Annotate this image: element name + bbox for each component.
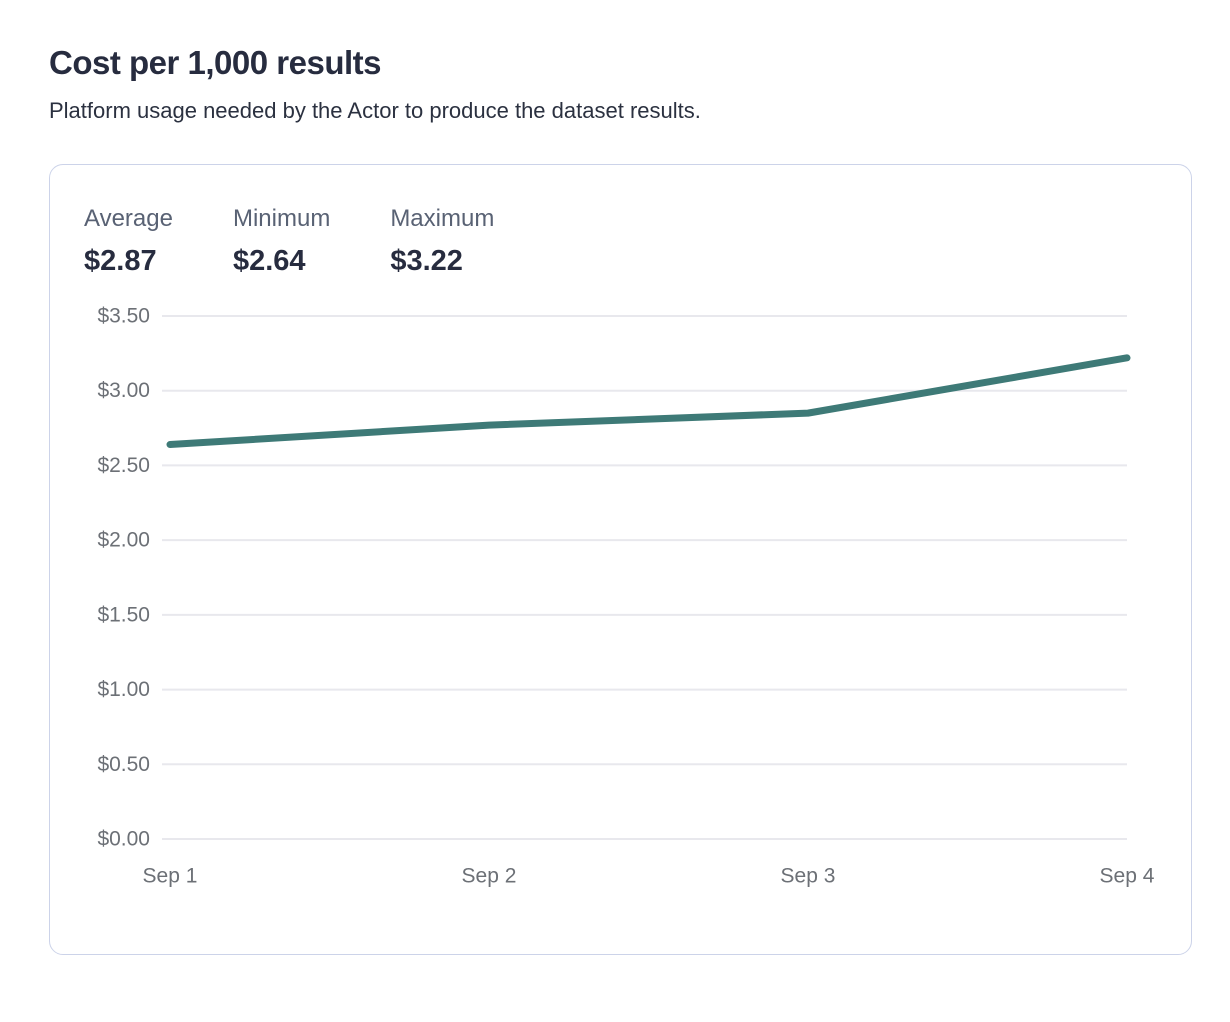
page-subtitle: Platform usage needed by the Actor to pr… xyxy=(49,98,701,123)
y-axis-tick-label: $0.50 xyxy=(97,753,150,776)
y-axis-tick-label: $0.00 xyxy=(97,828,150,851)
cost-series-line xyxy=(166,354,1131,449)
cost-line-chart: $3.50 $3.00 $2.50 $2.00 $1.50 $1.00 $0.50 $0.00… xyxy=(84,296,1158,896)
stat-average: Average $2.87 xyxy=(84,205,173,278)
stats-row: Average $2.87 Minimum $2.64 Maximum $3.2… xyxy=(84,205,1157,278)
y-axis-tick-label: $1.00 xyxy=(97,678,150,701)
stat-maximum: Maximum $3.22 xyxy=(390,205,494,278)
stat-maximum-label: Maximum xyxy=(390,205,495,232)
x-axis-tick-label: Sep 4 xyxy=(1100,865,1155,888)
stat-average-value: $2.87 xyxy=(84,245,157,277)
y-axis-tick-label: $3.00 xyxy=(97,379,150,402)
line-chart-svg: $3.50 $3.00 $2.50 $2.00 $1.50 $1.00 $0.50 $0.00… xyxy=(97,305,1155,888)
y-axis-tick-label: $3.50 xyxy=(97,305,150,328)
x-axis-tick-label: Sep 3 xyxy=(781,865,836,888)
x-axis-tick-label: Sep 1 xyxy=(143,865,198,888)
page-title: Cost per 1,000 results xyxy=(49,44,382,81)
y-axis-tick-label: $2.00 xyxy=(97,529,150,552)
stat-minimum: Minimum $2.64 xyxy=(233,205,330,278)
stat-minimum-label: Minimum xyxy=(232,205,331,232)
stat-minimum-value: $2.64 xyxy=(232,245,306,277)
y-axis-tick-label: $2.50 xyxy=(97,454,150,477)
x-axis-tick-label: Sep 2 xyxy=(462,865,517,888)
stat-maximum-value: $3.22 xyxy=(390,245,463,277)
y-axis-tick-label: $1.50 xyxy=(97,603,150,626)
cost-chart-card: Average $2.87 Minimum $2.64 Maximum $3.2… xyxy=(49,164,1192,955)
stat-average-label: Average xyxy=(84,205,173,232)
